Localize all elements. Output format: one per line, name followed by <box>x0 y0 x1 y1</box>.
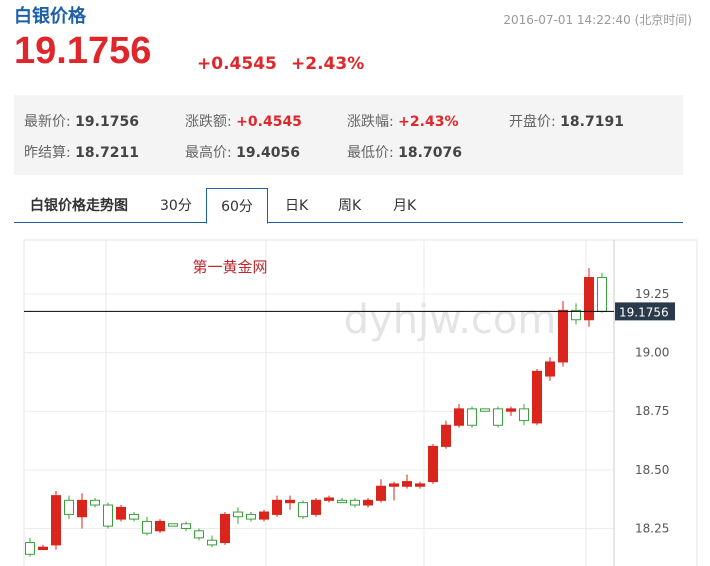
quote-label: 开盘价: <box>509 114 556 130</box>
quote-item: 昨结算: 18.7211 <box>24 142 139 162</box>
candle-body <box>467 408 477 426</box>
quote-item: 最低价: 18.7076 <box>347 142 462 162</box>
tab[interactable]: 日K <box>285 198 309 214</box>
quote-value: 19.1756 <box>75 114 139 130</box>
price: 19.1756 <box>14 30 152 72</box>
candle-body <box>298 502 308 518</box>
quote-label: 涨跌幅: <box>347 114 394 130</box>
quote-label: 昨结算: <box>24 145 71 161</box>
y-tick-label: 18.75 <box>635 404 669 418</box>
candle-body <box>181 523 191 529</box>
quote-item: 最新价: 19.1756 <box>24 111 139 131</box>
candle-body <box>272 499 282 515</box>
last-price-label: 19.1756 <box>619 305 669 319</box>
candle-body <box>454 408 464 426</box>
quote-value: 18.7191 <box>560 114 624 130</box>
candle-body <box>428 445 438 483</box>
candle-body <box>142 520 152 534</box>
quote-item: 涨跌额: +0.4545 <box>185 111 302 131</box>
candle-body <box>194 530 204 539</box>
quote-value: +2.43% <box>398 114 459 130</box>
candle-body <box>493 408 503 426</box>
candle-body <box>25 542 35 555</box>
candle-body <box>220 513 230 544</box>
candle-body <box>324 497 334 501</box>
annotation: 第一黄金网 <box>192 258 267 276</box>
candle-body <box>532 370 542 424</box>
chart-frame <box>23 239 698 566</box>
candle-body <box>77 499 87 518</box>
candle-body <box>376 485 386 501</box>
candle-body <box>285 499 295 504</box>
tab[interactable]: 月K <box>393 198 417 214</box>
candle-body <box>129 513 139 520</box>
quote-item: 开盘价: 18.7191 <box>509 111 624 131</box>
candle-body <box>207 539 217 546</box>
candle-body <box>350 499 360 506</box>
candle-body <box>519 408 529 422</box>
quote-value: 18.7076 <box>398 145 462 161</box>
candle-body <box>506 408 516 412</box>
watermark: dyhjw.com <box>344 297 557 343</box>
candle-body <box>402 481 412 487</box>
candle-body <box>480 408 490 412</box>
quote-value: 19.4056 <box>236 145 300 161</box>
candle-body <box>233 511 243 518</box>
candle-body <box>64 499 74 515</box>
change-pct: +2.43% <box>291 54 365 74</box>
quote-item: 最高价: 19.4056 <box>185 142 300 162</box>
y-tick-label: 19.00 <box>635 346 669 360</box>
tab[interactable]: 30分 <box>160 198 192 214</box>
candle-body <box>168 523 178 527</box>
candle-body <box>51 495 61 546</box>
candle-body <box>584 277 594 321</box>
candle-body <box>246 513 256 520</box>
quote-label: 最低价: <box>347 145 394 161</box>
quote-value: +0.4545 <box>236 114 302 130</box>
tab-bar: 白银价格走势图 30分 60分 日K 周K 月K <box>14 188 683 224</box>
candle-body <box>571 309 581 321</box>
change: +0.4545 <box>197 54 277 74</box>
candle-body <box>116 506 126 520</box>
candle-body <box>558 309 568 363</box>
candle-body <box>311 499 321 515</box>
candle-body <box>337 499 347 504</box>
y-tick-label: 19.25 <box>635 287 669 301</box>
candle-body <box>389 483 399 487</box>
quote-label: 最新价: <box>24 114 71 130</box>
candle-body <box>441 424 451 447</box>
candle-body <box>155 520 165 532</box>
timestamp: 2016-07-01 14:22:40 (北京时间) <box>503 13 692 27</box>
y-tick-label: 18.50 <box>635 463 669 477</box>
candle-body <box>363 499 373 506</box>
quote-label: 涨跌额: <box>185 114 232 130</box>
candle-body <box>38 546 48 551</box>
quote-label: 最高价: <box>185 145 232 161</box>
quote-panel: 最新价: 19.1756 涨跌额: +0.4545 涨跌幅: +2.43% 开盘… <box>14 95 683 175</box>
quote-item: 涨跌幅: +2.43% <box>347 111 458 131</box>
candle-body <box>545 361 555 377</box>
title: 白银价格 <box>14 6 86 27</box>
tab[interactable]: 周K <box>338 198 362 214</box>
tab-active[interactable]: 60分 <box>206 188 268 224</box>
quote-value: 18.7211 <box>75 145 139 161</box>
candle-body <box>90 499 100 506</box>
candle-body <box>597 277 607 312</box>
y-tick-label: 18.25 <box>635 521 669 535</box>
candle-body <box>259 511 269 520</box>
candle-body <box>415 483 425 487</box>
tab[interactable]: 白银价格走势图 <box>30 198 128 214</box>
last-price-box <box>615 302 675 321</box>
candle-body <box>103 504 113 527</box>
